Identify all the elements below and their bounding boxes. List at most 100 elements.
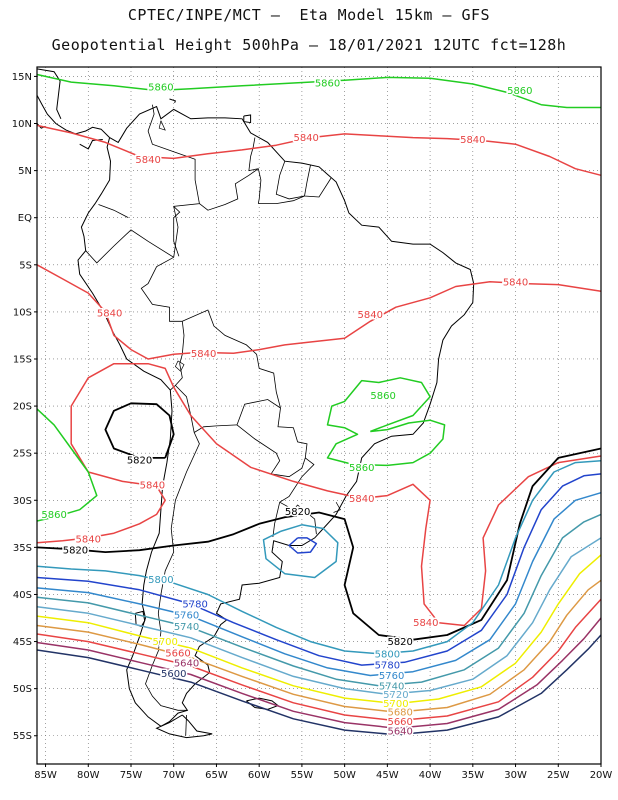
lon-tick-label: 45W [376, 770, 399, 781]
lon-tick-label: 75W [120, 770, 143, 781]
lat-tick-label: 15N [12, 72, 32, 83]
contour-line [36, 617, 602, 729]
lat-tick-label: 55S [13, 731, 32, 742]
country-border [236, 424, 306, 478]
contour-label: 5860 [148, 82, 173, 93]
lat-tick-label: 10S [13, 307, 32, 318]
contour-label: 5840 [413, 618, 438, 629]
contour-label: 5820 [387, 637, 412, 648]
contour-line [262, 524, 339, 579]
contour-label: 5740 [379, 681, 404, 692]
map-title-line-2: Geopotential Height 500hPa – 18/01/2021 … [51, 36, 567, 54]
lat-tick-label: 30S [13, 496, 32, 507]
contour-line [36, 634, 602, 736]
lat-tick-label: 5N [18, 166, 32, 177]
contour-label: 5660 [165, 648, 190, 659]
contour-label: 5760 [379, 671, 404, 682]
lat-tick-label: 20S [13, 402, 32, 413]
height-contours [36, 73, 602, 736]
map-title-line-1: CPTEC/INPE/MCT – Eta Model 15km – GFS [127, 6, 491, 24]
contour-label: 5860 [349, 463, 374, 474]
country-border [193, 424, 238, 433]
contour-label: 5840 [135, 155, 160, 166]
contour-line [36, 124, 602, 177]
grid-lines [37, 67, 602, 764]
lon-tick-label: 85W [34, 770, 57, 781]
country-borders [85, 104, 341, 736]
contour-label: 5840 [293, 133, 318, 144]
contour-line [104, 402, 175, 459]
contour-label: 5860 [41, 510, 66, 521]
contour-line [36, 264, 602, 360]
contour-label: 5660 [387, 717, 412, 728]
coastlines [36, 68, 475, 739]
lon-tick-label: 35W [462, 770, 485, 781]
contour-label: 5820 [63, 546, 88, 557]
country-border [182, 309, 281, 409]
contour-label: 5860 [370, 391, 395, 402]
lat-tick-label: 35S [13, 543, 32, 554]
lon-tick-label: 55W [291, 770, 314, 781]
map-frame [36, 66, 602, 765]
contour-label: 5640 [174, 659, 199, 670]
contour-line [36, 579, 602, 713]
lon-tick-label: 80W [77, 770, 100, 781]
contour-label: 5800 [375, 649, 400, 660]
coastline [169, 98, 177, 103]
lon-tick-label: 60W [248, 770, 271, 781]
contour-label: 5640 [387, 727, 412, 738]
country-border [277, 407, 308, 458]
country-border [140, 256, 183, 322]
lon-tick-label: 20W [590, 770, 613, 781]
country-border [170, 321, 185, 391]
lon-tick-label: 65W [205, 770, 228, 781]
coastline [134, 610, 146, 628]
coastline [36, 68, 62, 120]
contour-label: 5780 [182, 599, 207, 610]
contour-line [288, 537, 318, 554]
country-border [98, 204, 129, 219]
contour-label: 5840 [358, 310, 383, 321]
contour-label: 5760 [174, 611, 199, 622]
contour-label: 5600 [161, 669, 186, 680]
lat-tick-label: 40S [13, 590, 32, 601]
contour-labels: 5860 5860 5860 5840 5840 5840 5840 5840 5840 5840… [40, 77, 534, 739]
lat-tick-label: 10N [12, 119, 32, 130]
contour-label: 5840 [460, 135, 485, 146]
country-border [147, 104, 200, 258]
contour-line [36, 447, 602, 641]
country-border [85, 229, 174, 264]
country-border [279, 501, 317, 535]
contour-label: 5840 [349, 494, 374, 505]
contour-line [36, 459, 602, 655]
lon-tick-label: 70W [162, 770, 185, 781]
lat-tick-label: EQ [18, 213, 32, 224]
lat-tick-label: 45S [13, 637, 32, 648]
contour-label: 5840 [97, 308, 122, 319]
contour-line [36, 598, 602, 722]
lon-tick-label: 50W [333, 770, 356, 781]
lake-outline [158, 120, 166, 131]
country-border [175, 385, 195, 433]
country-border [173, 206, 181, 257]
contour-line [36, 362, 602, 627]
contour-line [326, 377, 446, 467]
lat-tick-label: 50S [13, 684, 32, 695]
coastline [36, 95, 110, 138]
contour-label: 5700 [152, 637, 177, 648]
country-border [258, 195, 305, 204]
lon-tick-label: 30W [504, 770, 527, 781]
contour-label: 5840 [76, 534, 101, 545]
contour-label: 5820 [127, 455, 152, 466]
lake-outline [333, 502, 341, 513]
contour-label: 5680 [387, 708, 412, 719]
contour-label: 5800 [148, 575, 173, 586]
coastline [243, 114, 252, 124]
contour-line [36, 513, 602, 687]
contour-line [36, 554, 602, 705]
contour-line [36, 473, 602, 666]
contour-label: 5840 [191, 349, 216, 360]
country-border [279, 457, 315, 503]
contour-line [36, 408, 98, 522]
